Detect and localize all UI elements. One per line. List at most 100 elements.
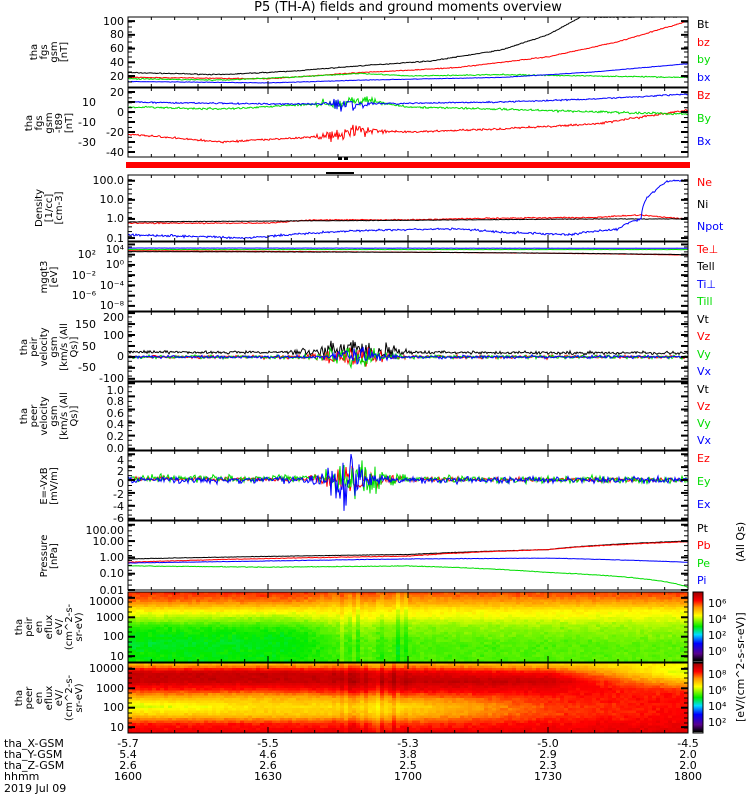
spectrogram-cell <box>588 614 593 618</box>
spectrogram-cell <box>676 659 681 663</box>
spectrogram-cell <box>600 594 605 598</box>
spectrogram-cell <box>152 609 157 613</box>
spectrogram-cell <box>408 614 413 618</box>
spectrogram-cell <box>192 604 197 608</box>
spectrogram-cell <box>492 599 497 603</box>
spectrogram-cell <box>492 632 497 635</box>
colorbar-cell <box>693 603 703 605</box>
spectrogram-cell <box>336 607 341 610</box>
spectrogram-cell <box>360 599 365 603</box>
spectrogram-cell <box>628 619 633 623</box>
spectrogram-cell <box>444 617 449 620</box>
spectrogram-cell <box>648 654 653 658</box>
spectrogram-cell <box>672 632 677 635</box>
spectrogram-cell <box>136 607 141 610</box>
spectrogram-cell <box>448 644 453 648</box>
spectrogram-cell <box>304 654 309 658</box>
spectrogram-cell <box>652 607 657 610</box>
spectrogram-cell <box>224 594 229 598</box>
spectrogram-cell <box>372 642 377 645</box>
spectrogram-cell <box>152 612 157 615</box>
spectrogram-cell <box>180 622 185 625</box>
spectrogram-cell <box>360 604 365 608</box>
spectrogram-cell <box>532 629 537 633</box>
spectrogram-cell <box>624 627 629 630</box>
spectrogram-cell <box>196 632 201 635</box>
spectrogram-cell <box>500 609 505 613</box>
spectrogram-cell <box>240 644 245 648</box>
spectrogram-cell <box>496 597 501 600</box>
spectrogram-cell <box>196 624 201 628</box>
spectrogram-cell <box>436 644 441 648</box>
spectrogram-cell <box>516 654 521 658</box>
spectrogram-cell <box>304 634 309 638</box>
spectrogram-cell <box>668 632 673 635</box>
spectrogram-cell <box>628 607 633 610</box>
spectrogram-cell <box>456 619 461 623</box>
spectrogram-cell <box>148 614 153 618</box>
spectrogram-cell <box>384 637 389 640</box>
spectrogram-cell <box>212 619 217 623</box>
spectrogram-cell <box>188 609 193 613</box>
spectrogram-cell <box>236 609 241 613</box>
spectrogram-cell <box>472 629 477 633</box>
spectrogram-cell <box>260 617 265 620</box>
spectrogram-cell <box>372 624 377 628</box>
spectrogram-cell <box>260 624 265 628</box>
spectrogram-cell <box>576 649 581 653</box>
spectrogram-cell <box>324 624 329 628</box>
spectrogram-cell <box>684 622 689 625</box>
spectrogram-cell <box>444 647 449 650</box>
spectrogram-cell <box>140 723 145 726</box>
spectrogram-cell <box>268 649 273 653</box>
spectrogram-cell <box>260 627 265 630</box>
spectrogram-cell <box>144 718 149 721</box>
spectrogram-cell <box>284 599 289 603</box>
spectrogram-cell <box>200 647 205 650</box>
colorbar-cell <box>693 659 703 661</box>
spectrogram-cell <box>368 632 373 635</box>
spectrogram-cell <box>128 614 133 618</box>
spectrogram-cell <box>580 652 585 655</box>
spectrogram-cell <box>292 614 297 618</box>
spectrogram-cell <box>592 597 597 600</box>
spectrogram-cell <box>192 609 197 613</box>
spectrogram-cell <box>560 659 565 663</box>
spectrogram-cell <box>216 654 221 658</box>
spectrogram-cell <box>460 617 465 620</box>
colorbar-cell <box>693 657 703 659</box>
spectrogram-cell <box>648 604 653 608</box>
spectrogram-cell <box>372 594 377 598</box>
spectrogram-cell <box>596 652 601 655</box>
spectrogram-cell <box>252 614 257 618</box>
spectrogram-cell <box>536 607 541 610</box>
spectrogram-cell <box>132 678 137 681</box>
spectrogram-cell <box>468 609 473 613</box>
spectrogram-cell <box>136 700 141 704</box>
spectrogram-cell <box>284 637 289 640</box>
spectrogram-cell <box>144 725 149 729</box>
spectrogram-cell <box>428 649 433 653</box>
spectrogram-cell <box>616 612 621 615</box>
spectrogram-cell <box>624 639 629 643</box>
spectrogram-cell <box>348 654 353 658</box>
spectrogram-cell <box>148 654 153 658</box>
spectrogram-cell <box>600 604 605 608</box>
spectrogram-cell <box>140 594 145 598</box>
spectrogram-cell <box>420 602 425 605</box>
spectrogram-cell <box>600 644 605 648</box>
spectrogram-cell <box>616 619 621 623</box>
spectrogram-cell <box>152 665 157 669</box>
spectrogram-cell <box>236 629 241 633</box>
spectrogram-cell <box>148 673 153 676</box>
spectrogram-cell <box>616 624 621 628</box>
spectrogram-cell <box>468 652 473 655</box>
spectrogram-cell <box>424 632 429 635</box>
spectrogram-cell <box>496 657 501 660</box>
spectrogram-cell <box>156 639 161 643</box>
spectrogram-cell <box>160 614 165 618</box>
spectrogram-cell <box>652 639 657 643</box>
spectrogram-cell <box>144 594 149 598</box>
spectrogram-cell <box>640 642 645 645</box>
spectrogram-cell <box>480 629 485 633</box>
